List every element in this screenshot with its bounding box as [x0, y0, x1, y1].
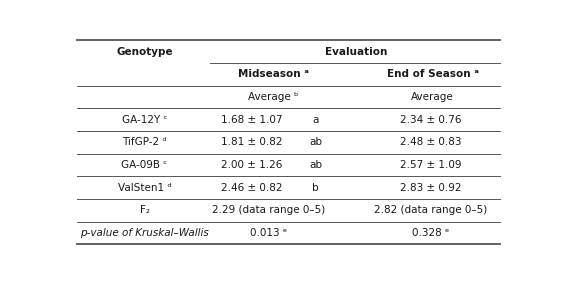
Text: b: b: [312, 183, 319, 193]
Text: 2.00 ± 1.26: 2.00 ± 1.26: [221, 160, 282, 170]
Text: 0.328 ᵉ: 0.328 ᵉ: [412, 228, 449, 238]
Text: 2.82 (data range 0–5): 2.82 (data range 0–5): [374, 206, 487, 215]
Text: 2.29 (data range 0–5): 2.29 (data range 0–5): [212, 206, 325, 215]
Text: TifGP-2 ᵈ: TifGP-2 ᵈ: [122, 137, 167, 147]
Text: 2.57 ± 1.09: 2.57 ± 1.09: [400, 160, 461, 170]
Text: Midseason ᵃ: Midseason ᵃ: [238, 69, 309, 79]
Text: Evaluation: Evaluation: [325, 47, 387, 57]
Text: a: a: [312, 115, 319, 125]
Text: Genotype: Genotype: [116, 47, 173, 57]
Text: 2.46 ± 0.82: 2.46 ± 0.82: [221, 183, 282, 193]
Text: 2.83 ± 0.92: 2.83 ± 0.92: [400, 183, 461, 193]
Text: End of Season ᵃ: End of Season ᵃ: [387, 69, 479, 79]
Text: ab: ab: [309, 137, 322, 147]
Text: 2.34 ± 0.76: 2.34 ± 0.76: [400, 115, 461, 125]
Text: p-value of Kruskal–Wallis: p-value of Kruskal–Wallis: [80, 228, 209, 238]
Text: ValSten1 ᵈ: ValSten1 ᵈ: [118, 183, 171, 193]
Text: 1.68 ± 1.07: 1.68 ± 1.07: [221, 115, 282, 125]
Text: Average: Average: [411, 92, 454, 102]
Text: Average ᵇ: Average ᵇ: [248, 92, 298, 102]
Text: ab: ab: [309, 160, 322, 170]
Text: GA-09B ᶜ: GA-09B ᶜ: [122, 160, 168, 170]
Text: 2.48 ± 0.83: 2.48 ± 0.83: [400, 137, 461, 147]
Text: F₂: F₂: [140, 206, 150, 215]
Text: 0.013 ᵉ: 0.013 ᵉ: [251, 228, 288, 238]
Text: GA-12Y ᶜ: GA-12Y ᶜ: [122, 115, 167, 125]
Text: 1.81 ± 0.82: 1.81 ± 0.82: [221, 137, 282, 147]
